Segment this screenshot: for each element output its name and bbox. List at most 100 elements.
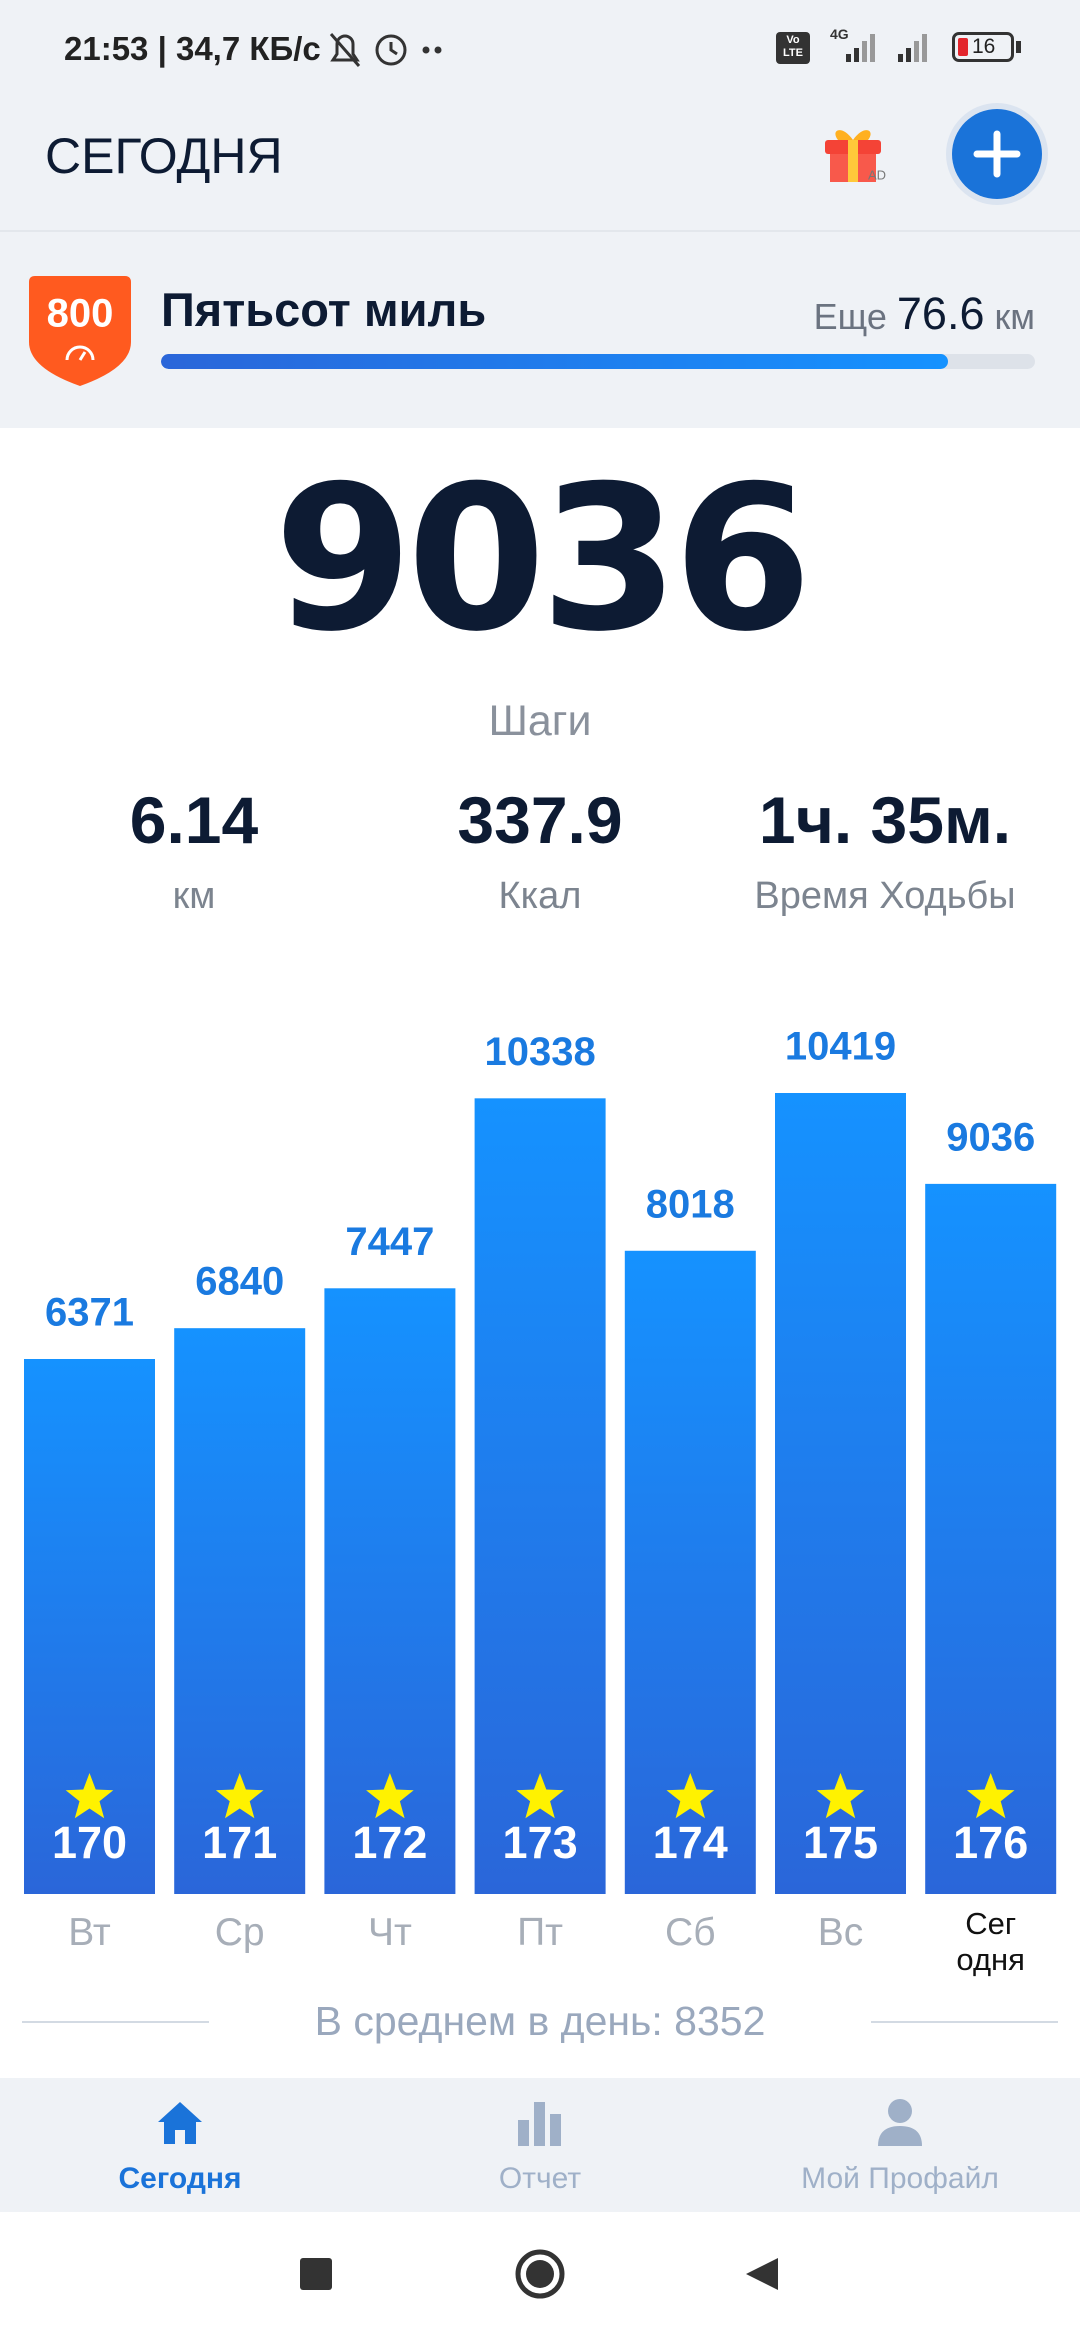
value-label: 6840 bbox=[195, 1260, 284, 1304]
star bbox=[65, 1773, 114, 1819]
average-rule bbox=[22, 2021, 209, 2023]
profile-head bbox=[888, 2099, 912, 2123]
nav-profile[interactable]: Мой Профайл bbox=[780, 2090, 1020, 2210]
badge-number: 800 bbox=[47, 292, 114, 336]
star bbox=[366, 1773, 414, 1819]
battery-level bbox=[958, 38, 968, 56]
steps-label: Шаги bbox=[488, 697, 592, 745]
badge-number: 170 bbox=[52, 1817, 127, 1868]
battery: 16 bbox=[952, 32, 1014, 62]
badge-needle bbox=[78, 351, 87, 361]
signal-bar bbox=[862, 41, 867, 62]
value-label: 7447 bbox=[345, 1220, 434, 1264]
remaining-prefix: Еще bbox=[813, 296, 887, 337]
profile-icon bbox=[878, 2099, 922, 2146]
recents-button[interactable] bbox=[300, 2258, 332, 2290]
day-label-line: Сб bbox=[665, 1911, 716, 1954]
stat-label: Ккал bbox=[498, 875, 582, 917]
value-label: 8018 bbox=[646, 1182, 735, 1226]
average-rule bbox=[871, 2021, 1058, 2023]
achievement-card[interactable] bbox=[0, 232, 1080, 428]
badge-number: 174 bbox=[653, 1817, 728, 1868]
badge-number: 176 bbox=[953, 1817, 1028, 1868]
network-type: 4G bbox=[830, 26, 849, 42]
system-nav bbox=[300, 2249, 778, 2299]
stat-value: 6.14 bbox=[129, 783, 259, 857]
ad-label: AD bbox=[868, 167, 886, 182]
alarm-hands bbox=[389, 42, 398, 56]
signal-bar bbox=[914, 41, 919, 62]
dot bbox=[434, 46, 442, 54]
day-label: Вт bbox=[68, 1911, 111, 1954]
progress-track bbox=[161, 354, 1035, 369]
day-label: Вс bbox=[818, 1911, 864, 1954]
signal-bar bbox=[922, 34, 927, 62]
nav-today[interactable]: Сегодня bbox=[60, 2090, 300, 2210]
progress-fill bbox=[161, 354, 948, 369]
gift-button[interactable]: AD bbox=[820, 118, 890, 188]
day-label: Сб bbox=[665, 1911, 716, 1954]
badge-gauge bbox=[65, 345, 95, 361]
nav-label: Отчет bbox=[498, 2162, 582, 2195]
icon-bar bbox=[518, 2120, 529, 2146]
achievement-title: Пятьсот миль bbox=[161, 283, 487, 336]
stat-label: км bbox=[172, 875, 216, 917]
signal-bar bbox=[906, 48, 911, 62]
badge-number: 172 bbox=[352, 1817, 427, 1868]
day-label: Ср bbox=[215, 1911, 265, 1954]
star bbox=[816, 1773, 865, 1819]
add-button[interactable] bbox=[945, 102, 1049, 206]
signal-bar bbox=[870, 34, 875, 62]
nav-label: Мой Профайл bbox=[801, 2162, 999, 2195]
home-button-dot bbox=[526, 2260, 554, 2288]
icon-bar bbox=[534, 2102, 545, 2146]
gift-ribbon bbox=[848, 140, 858, 182]
stat-label: Время Ходьбы bbox=[754, 875, 1016, 917]
volte-badge: Vo LTE bbox=[776, 32, 810, 64]
plus-icon bbox=[973, 130, 1021, 178]
nav-label: Сегодня bbox=[118, 2162, 242, 2195]
achievement-remaining: Еще 76.6 км bbox=[814, 288, 1035, 340]
dot bbox=[422, 46, 430, 54]
signal-bar bbox=[898, 54, 903, 62]
stat-value: 337.9 bbox=[457, 783, 623, 857]
day-label: Сег одня bbox=[956, 1906, 1025, 1977]
signal-icons bbox=[846, 34, 927, 62]
achievement-badge: 800 bbox=[29, 276, 131, 386]
bar bbox=[24, 1359, 155, 1894]
star bbox=[215, 1773, 264, 1819]
home-button[interactable] bbox=[515, 2249, 565, 2299]
home-icon bbox=[158, 2102, 202, 2144]
alarm-icon bbox=[375, 34, 407, 66]
bar bbox=[474, 1098, 606, 1894]
daily-average: В среднем в день: 8352 bbox=[314, 1998, 766, 2044]
remaining-value: 76.6 bbox=[896, 288, 985, 339]
day-label: Чт bbox=[368, 1911, 412, 1954]
bar bbox=[775, 1093, 906, 1894]
star bbox=[516, 1773, 564, 1819]
stat-value: 1ч. 35м. bbox=[758, 783, 1012, 857]
profile-body bbox=[878, 2126, 922, 2146]
value-label: 10419 bbox=[785, 1025, 896, 1069]
icon-bar bbox=[550, 2114, 561, 2146]
day-label-line: Вс bbox=[818, 1911, 864, 1954]
home-shape bbox=[158, 2102, 202, 2144]
day-label-line: Чт bbox=[368, 1911, 412, 1954]
day-label-line: Вт bbox=[68, 1911, 111, 1954]
signal-bar bbox=[846, 54, 851, 62]
mute-slash bbox=[329, 33, 361, 67]
steps-count: 9036 bbox=[273, 443, 813, 676]
day-label-line: Пт bbox=[517, 1911, 563, 1954]
bell-icon bbox=[330, 34, 360, 62]
day-label-line: одня bbox=[956, 1942, 1025, 1977]
nav-report[interactable]: Отчет bbox=[420, 2090, 660, 2210]
report-icon bbox=[518, 2102, 561, 2146]
battery-tip bbox=[1016, 41, 1021, 53]
status-icons bbox=[329, 33, 442, 67]
badge-number: 171 bbox=[202, 1817, 277, 1868]
weekly-chart: 6371 170 Вт 6840 171 Ср 7447 172 Чт 10338 173 Пт 801… bbox=[24, 1025, 1057, 1977]
back-button[interactable] bbox=[746, 2258, 778, 2290]
battery-percent: 16 bbox=[972, 35, 996, 58]
page-title: СЕГОДНЯ bbox=[45, 128, 283, 184]
